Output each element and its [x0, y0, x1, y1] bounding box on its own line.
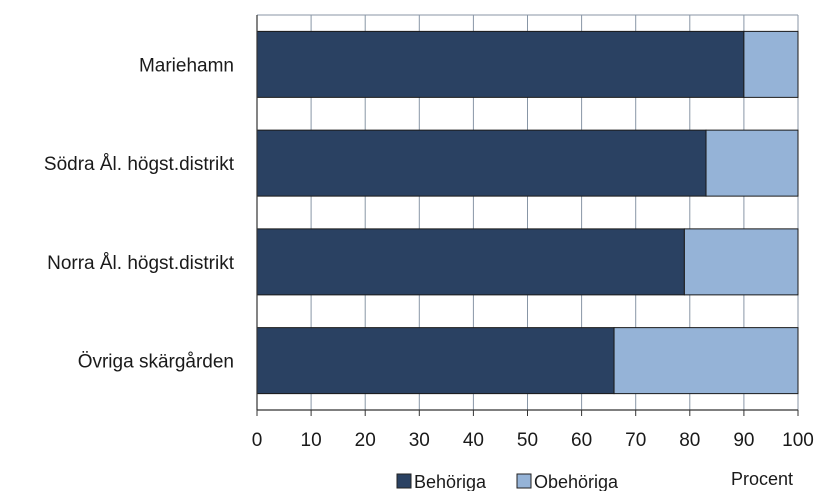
x-tick-labels: 0 10 20 30 40 50 60 70 80 90 100	[252, 430, 814, 451]
axes	[256, 15, 799, 416]
bar-behoriga-sodra-al-hogst-distrikt	[256, 129, 707, 197]
x-tick-label-40: 40	[463, 430, 484, 451]
legend-label-behoriga: Behöriga	[414, 472, 487, 491]
x-tick-label-0: 0	[252, 430, 263, 451]
legend-label-obehoriga: Obehöriga	[534, 472, 619, 491]
x-tick-label-30: 30	[409, 430, 430, 451]
x-tick-label-90: 90	[733, 430, 754, 451]
x-tick-label-20: 20	[355, 430, 376, 451]
x-axis-unit-label: Procent	[731, 469, 793, 489]
bar-behoriga-mariehamn	[256, 30, 745, 98]
legend-swatch-obehoriga	[516, 473, 532, 489]
x-tick-label-100: 100	[782, 430, 814, 451]
bar-obehoriga-sodra-al-hogst-distrikt	[705, 129, 799, 197]
x-tick-label-80: 80	[679, 430, 700, 451]
category-label-mariehamn: Mariehamn	[139, 55, 234, 76]
category-label-sodra-al-hogst-distrikt: Södra Ål. högst.distrikt	[44, 154, 235, 175]
category-label-norra-al-hogst-distrikt: Norra Ål. högst.distrikt	[47, 253, 235, 274]
bar-behoriga-norra-al-hogst-distrikt	[256, 228, 685, 296]
x-tick-label-10: 10	[301, 430, 322, 451]
category-labels: Mariehamn Södra Ål. högst.distrikt Norra Å…	[44, 55, 235, 372]
legend: Behöriga Obehöriga	[396, 472, 619, 491]
legend-swatch-behoriga	[396, 473, 412, 489]
bar-obehoriga-ovriga-skargarden	[613, 327, 799, 395]
bar-behoriga-ovriga-skargarden	[256, 327, 615, 395]
x-tick-label-60: 60	[571, 430, 592, 451]
bars	[256, 30, 799, 395]
bar-obehoriga-norra-al-hogst-distrikt	[683, 228, 799, 296]
bar-obehoriga-mariehamn	[743, 30, 799, 98]
x-tick-label-70: 70	[625, 430, 646, 451]
category-label-ovriga-skargarden: Övriga skärgården	[78, 352, 234, 373]
x-tick-label-50: 50	[517, 430, 538, 451]
